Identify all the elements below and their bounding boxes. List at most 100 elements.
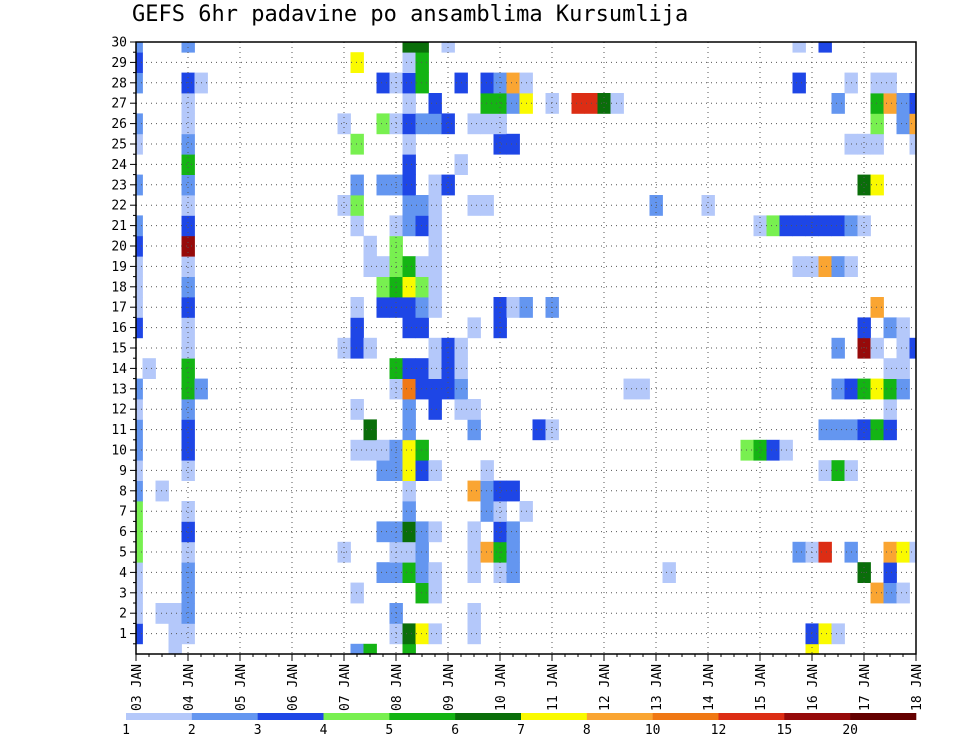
heatmap-cell xyxy=(402,399,416,420)
heatmap-cell xyxy=(467,562,481,583)
heatmap-cell xyxy=(428,358,442,379)
y-tick-label: 12 xyxy=(111,403,127,418)
heatmap-cell xyxy=(136,501,143,522)
legend-swatch xyxy=(586,713,653,720)
heatmap-cell xyxy=(428,582,442,604)
legend-label: 12 xyxy=(711,723,727,738)
legend-swatch xyxy=(850,713,917,720)
y-tick-label: 5 xyxy=(119,546,127,561)
heatmap-cell xyxy=(181,113,195,135)
heatmap-cell xyxy=(831,215,845,237)
heatmap-cell xyxy=(402,174,416,196)
x-tick-label: 06 JAN xyxy=(286,664,301,711)
y-tick-label: 27 xyxy=(111,97,127,112)
heatmap-cell xyxy=(376,72,390,94)
heatmap-cell xyxy=(818,541,832,563)
heatmap-cell xyxy=(181,133,195,155)
heatmap-cell xyxy=(376,113,390,135)
heatmap-cell xyxy=(402,113,416,135)
legend-label: 7 xyxy=(517,723,525,738)
grid-lines xyxy=(136,41,916,654)
heatmap-cell xyxy=(441,174,455,196)
heatmap-cell xyxy=(181,603,195,624)
heatmap-cell xyxy=(480,93,494,114)
heatmap-cell xyxy=(441,378,455,400)
heatmap-cell xyxy=(402,93,416,114)
heatmap-cell xyxy=(467,603,481,624)
heatmap-cell xyxy=(402,358,416,379)
heatmap-cell xyxy=(136,562,143,583)
x-tick-label: 04 JAN xyxy=(182,664,197,711)
heatmap-cell xyxy=(870,582,884,604)
heatmap-cell xyxy=(506,480,520,502)
heatmap-cell xyxy=(896,113,910,135)
heatmap-cell xyxy=(181,501,195,522)
heatmap-cell xyxy=(909,113,917,135)
heatmap-cell xyxy=(402,42,416,53)
legend-label: 3 xyxy=(254,723,262,738)
heatmap-cell xyxy=(136,42,143,53)
legend-swatch xyxy=(455,713,522,720)
heatmap-cell xyxy=(168,643,182,655)
x-tick-label: 05 JAN xyxy=(234,664,249,711)
heatmap-cell xyxy=(493,480,507,502)
y-tick-label: 20 xyxy=(111,240,127,255)
heatmap-cell xyxy=(136,174,143,196)
heatmap-cell xyxy=(870,174,884,196)
heatmap-cell xyxy=(350,643,364,655)
heatmap-cell xyxy=(883,358,897,379)
heatmap-cell xyxy=(467,195,481,216)
y-tick-label: 1 xyxy=(119,627,127,642)
y-tick-label: 25 xyxy=(111,138,127,153)
heatmap-cell xyxy=(428,215,442,237)
heatmap-cell xyxy=(402,419,416,441)
y-tick-label: 23 xyxy=(111,178,127,193)
x-tick-label: 17 JAN xyxy=(858,664,873,711)
heatmap-cell xyxy=(363,337,377,359)
heatmap-cell xyxy=(415,541,429,563)
heatmap-cell xyxy=(181,439,195,461)
legend-colorbar: 1 2 3 4 5 6 7 8 10 12 15 20 xyxy=(122,713,917,738)
heatmap-cell xyxy=(831,460,845,481)
heatmap-cell xyxy=(896,541,910,563)
heatmap-cell xyxy=(428,378,442,400)
heatmap-cell xyxy=(415,256,429,277)
heatmap-cell xyxy=(181,174,195,196)
heatmap-cell xyxy=(740,439,754,461)
legend-swatch xyxy=(389,713,456,720)
heatmap-cell xyxy=(402,317,416,339)
heatmap-cell xyxy=(363,256,377,277)
heatmap-cell xyxy=(363,419,377,441)
x-tick-label: 15 JAN xyxy=(754,664,769,711)
heatmap-cell xyxy=(376,562,390,583)
heatmap-cell xyxy=(870,72,884,94)
heatmap-cell xyxy=(337,113,351,135)
heatmap-cell xyxy=(870,113,884,135)
heatmap-cell xyxy=(376,276,390,298)
heatmap-cell xyxy=(493,133,507,155)
heatmap-cell xyxy=(350,133,364,155)
heatmap-cell xyxy=(883,582,897,604)
heatmap-cell xyxy=(870,378,884,400)
heatmap-cell xyxy=(909,133,917,155)
heatmap-cell xyxy=(181,93,195,114)
heatmap-cell xyxy=(376,174,390,196)
heatmap-cell xyxy=(415,378,429,400)
legend-label: 15 xyxy=(777,723,793,738)
heatmap-cell xyxy=(136,521,143,543)
heatmap-cell xyxy=(545,419,559,441)
heatmap-cell xyxy=(376,439,390,461)
heatmap-cell xyxy=(428,174,442,196)
legend-swatch xyxy=(257,713,324,720)
y-tick-label: 7 xyxy=(119,505,127,520)
heatmap-cell xyxy=(883,72,897,94)
heatmap-cell xyxy=(818,623,832,645)
heatmap-cell xyxy=(493,113,507,135)
heatmap-cell xyxy=(428,195,442,216)
heatmap-cell xyxy=(376,521,390,543)
heatmap-cell xyxy=(831,93,845,114)
heatmap-cell xyxy=(415,439,429,461)
y-tick-label: 6 xyxy=(119,525,127,540)
x-tick-label: 03 JAN xyxy=(130,664,145,711)
